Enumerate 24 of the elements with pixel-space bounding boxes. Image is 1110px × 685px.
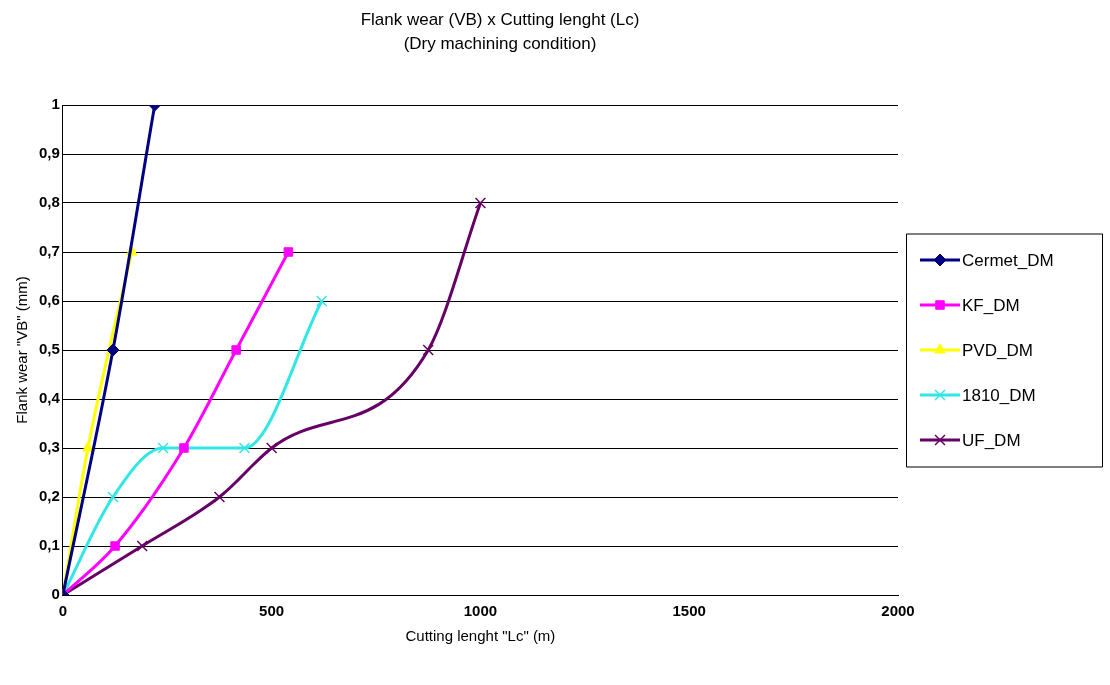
y-tick-label: 0,5 <box>38 340 60 358</box>
y-tick-label: 0,9 <box>38 144 60 162</box>
x-tick-label: 2000 <box>881 602 915 620</box>
x-tick-label: 1000 <box>463 602 498 620</box>
chart-subtitle: (Dry machining condition) <box>402 33 598 55</box>
y-tick-label: 0,1 <box>38 536 60 554</box>
legend-label: PVD_DM <box>962 340 1033 360</box>
y-tick-label: 0,7 <box>38 242 60 260</box>
legend-label: 1810_DM <box>962 385 1036 405</box>
y-tick-label: 0,8 <box>38 193 60 211</box>
x-axis-title: Cutting lenght "Lc" (m) <box>405 627 556 645</box>
legend-label: KF_DM <box>962 295 1020 315</box>
x-tick-label: 500 <box>259 602 285 620</box>
chart-title: Flank wear (VB) x Cutting lenght (Lc) <box>359 9 641 31</box>
x-tick-label: 1500 <box>672 602 706 620</box>
legend-label: Cermet_DM <box>962 250 1054 270</box>
y-tick-label: 0 <box>51 585 60 603</box>
y-tick-label: 0,2 <box>38 487 60 505</box>
legend-label: UF_DM <box>962 430 1021 450</box>
y-tick-label: 0,4 <box>38 389 61 407</box>
y-axis-title: Flank wear "VB" (mm) <box>13 276 31 424</box>
y-tick-label: 0,6 <box>38 291 60 309</box>
y-tick-label: 0,3 <box>38 438 60 456</box>
y-tick-label: 1 <box>51 95 60 113</box>
